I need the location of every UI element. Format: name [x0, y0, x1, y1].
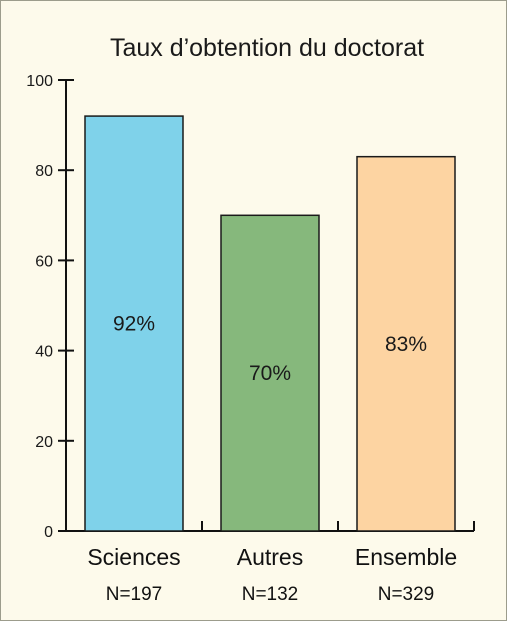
bar-value-label: 83%	[385, 333, 427, 356]
y-tick-label: 80	[35, 163, 53, 180]
y-tick-label: 20	[35, 434, 53, 451]
bar-autres	[220, 214, 320, 532]
x-category-label: Autres	[237, 544, 303, 570]
sample-size-label: N=197	[106, 584, 163, 605]
y-tick-label: 60	[35, 253, 53, 270]
sample-size-label: N=132	[242, 584, 299, 605]
bar-value-label: 70%	[249, 362, 291, 385]
x-category-label: Sciences	[87, 544, 180, 570]
y-tick-label: 40	[35, 344, 53, 361]
bar-ensemble	[356, 155, 456, 532]
x-category-label: Ensemble	[355, 544, 457, 570]
bar-value-label: 92%	[113, 313, 155, 336]
sample-size-label: N=329	[378, 584, 435, 605]
y-tick-label: 0	[44, 524, 53, 541]
bars: 92% Sciences N=197 70% Autres N=132 83% Ensembl…	[84, 115, 457, 605]
bar-sciences	[84, 115, 184, 532]
y-tick-label: 100	[26, 73, 53, 90]
chart-title: Taux d’obtention du doctorat	[110, 34, 424, 62]
